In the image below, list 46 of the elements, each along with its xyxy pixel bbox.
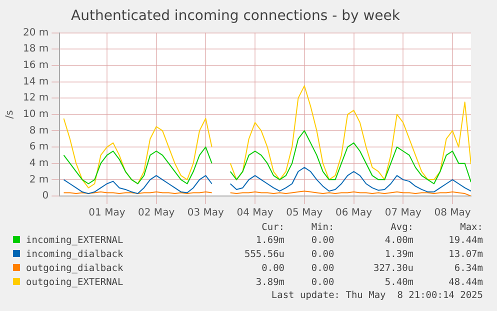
y-tick-label: 2 m [29,174,49,186]
text: 19.44m [448,234,483,248]
text: Avg: [390,222,414,234]
legend-label: outgoing_EXTERNAL [25,276,124,290]
text: 0.00 [310,262,334,276]
text: 0.00 [310,234,334,248]
legend-label: incoming_EXTERNAL [25,234,124,248]
y-tick-label: 14 m [22,76,49,88]
text: 1.39m [384,248,414,262]
text: 3.89m [254,276,285,290]
y-tick-label: 18 m [22,44,49,55]
legend-label: outgoing_dialback [25,262,124,276]
text: Last update: Thu May 8 21:00:14 2025 [270,290,483,301]
x-tick-label: 03 May [187,208,224,219]
text: 5.40m [384,276,414,290]
x-tick-label: 08 May [434,208,471,219]
y-axis-title: /s [4,110,16,119]
text: 1.69m [254,234,285,248]
text: 0.00 [310,248,334,262]
text: 4.00m [384,234,414,248]
text: Cur: [260,222,285,234]
y-tick-label: 16 m [22,60,49,72]
legend-label: incoming_dialback [25,248,124,262]
y-tick-label: 4 m [29,158,49,169]
x-tick-label: 04 May [236,208,274,219]
y-tick-label: 8 m [29,125,49,136]
text: 48.44m [448,276,483,290]
text: 555.56u [243,248,285,262]
y-tick-label: 0 [42,190,49,202]
x-tick-label: 05 May [286,208,323,219]
text: 6.34m [453,262,483,276]
x-tick-label: 07 May [384,208,422,219]
y-tick-label: 6 m [29,142,49,153]
text: 0.00 [260,262,285,276]
text: 327.30u [372,262,414,276]
text: Min: [310,222,334,234]
text: Max: [459,222,483,234]
text: 13.07m [448,248,483,262]
chart-title: Authenticated incoming connections - by week [71,8,401,24]
x-tick-label: 06 May [335,208,372,219]
text: 0.00 [310,276,334,290]
x-tick-label: 01 May [88,208,126,219]
y-tick-label: 20 m [22,27,49,38]
y-tick-label: 12 m [22,92,49,104]
x-tick-label: 02 May [138,208,175,219]
y-tick-label: 10 m [22,108,49,120]
